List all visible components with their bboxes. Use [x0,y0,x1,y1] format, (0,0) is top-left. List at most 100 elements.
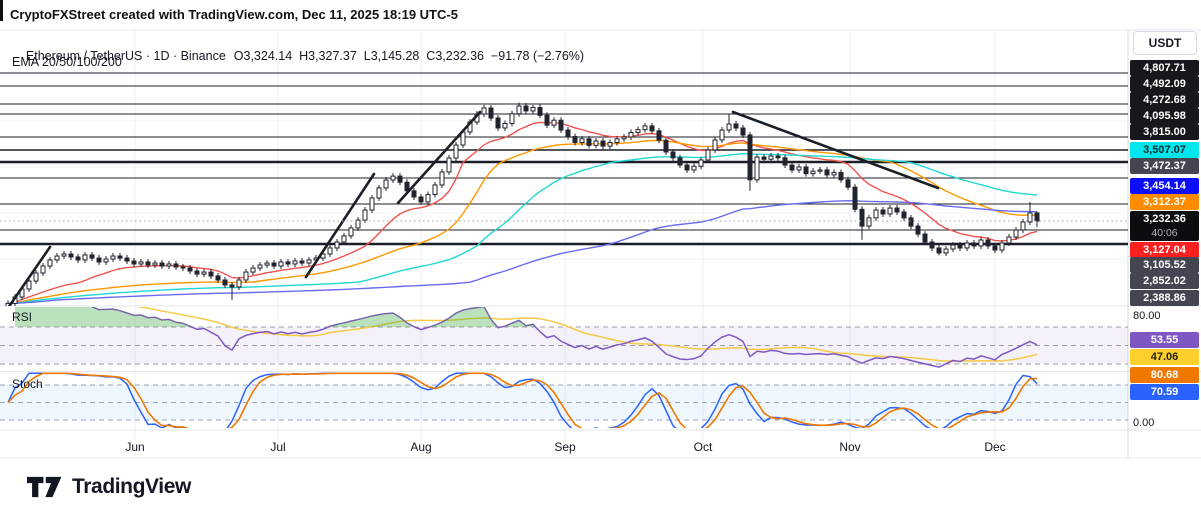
candle [61,253,67,257]
candle [845,179,851,188]
price-label: 3,472.37 [1130,158,1199,174]
candle [173,263,179,268]
candle [824,169,830,176]
candle [950,244,956,250]
candle [222,279,228,286]
month-label: Jun [125,440,145,454]
corner-mark [0,0,3,21]
candle [663,139,669,153]
candle [446,157,452,173]
price-label: 4,095.98 [1130,108,1199,124]
candle [978,239,984,247]
candle [376,187,382,199]
candle [544,114,550,126]
month-label: Dec [984,440,1006,454]
candle [47,259,53,267]
candle [1034,212,1040,222]
candle [145,261,151,266]
rsi-overbought-fill [15,307,1037,327]
candle [628,131,634,138]
trendline [731,110,940,190]
trendline [7,245,52,306]
candle [859,208,865,227]
candle [747,134,753,181]
candle [768,155,774,160]
candle [82,254,88,261]
candle [880,209,886,215]
candle [642,125,648,131]
candle [957,244,963,249]
candle [418,196,424,203]
candle [257,264,263,269]
candle [999,242,1005,251]
candle [810,170,816,175]
candle [390,175,396,181]
candle [33,272,39,282]
ema-legend[interactable]: EMA 20/50/100/200 [12,55,122,69]
candle [908,217,914,227]
price-label: 3,127.04 [1130,242,1199,258]
candle [523,105,529,112]
stoch-pane-title: Stoch [12,377,43,391]
candle [243,271,249,281]
candle [439,171,445,186]
candle [201,271,207,275]
candle [397,175,403,183]
month-label: Oct [693,440,713,454]
rsi-pane-title: RSI [12,310,33,324]
candle [964,242,970,249]
candle [194,270,200,275]
candle [831,171,837,176]
candle [971,242,977,247]
indicator-value-label: 53.55 [1130,332,1199,348]
candle [75,256,81,261]
candle [726,123,732,131]
candle [677,157,683,166]
indicator-value-label: 47.06 [1130,349,1199,365]
candle [915,225,921,235]
candle [40,265,46,274]
candle [117,255,123,259]
month-label: Sep [554,440,576,454]
candle [607,141,613,147]
candle [299,260,305,264]
price-label: 3,312.37 [1130,194,1199,210]
symbol-legend[interactable]: Ethereum / TetherUS · 1D · Binance O3,324… [12,35,584,77]
candle [621,136,627,140]
candle [579,138,585,143]
candle [138,261,144,265]
candle [285,261,291,265]
candle [103,258,109,263]
candle [761,156,767,160]
candle [943,248,949,254]
candle [698,159,704,167]
price-label: 3,454.14 [1130,178,1199,194]
candle [684,164,690,171]
candle [215,275,221,281]
tradingview-logo[interactable]: TradingView [27,474,191,500]
candle [852,186,858,210]
price-label: 4,492.09 [1130,76,1199,92]
rsi-pane [0,307,1128,368]
ema-200-line [7,199,1038,305]
symbol-title: Ethereum / TetherUS · 1D · Binance [25,49,226,63]
month-label: Aug [410,440,432,454]
candle [68,253,74,258]
rsi-ma-line [136,307,1038,362]
candle [992,245,998,251]
price-label: 3,105.52 [1130,257,1199,273]
candle [712,139,718,151]
axis-tick: 80.00 [1133,310,1161,322]
candle [292,260,298,265]
candle [817,169,823,172]
candle [894,207,900,213]
candle [208,271,214,277]
candle [187,267,193,272]
currency-toggle-button[interactable]: USDT [1133,31,1197,55]
candle [369,197,375,211]
candle [327,247,333,255]
candle [481,107,487,115]
price-pane [0,72,1128,246]
candle [110,255,116,260]
